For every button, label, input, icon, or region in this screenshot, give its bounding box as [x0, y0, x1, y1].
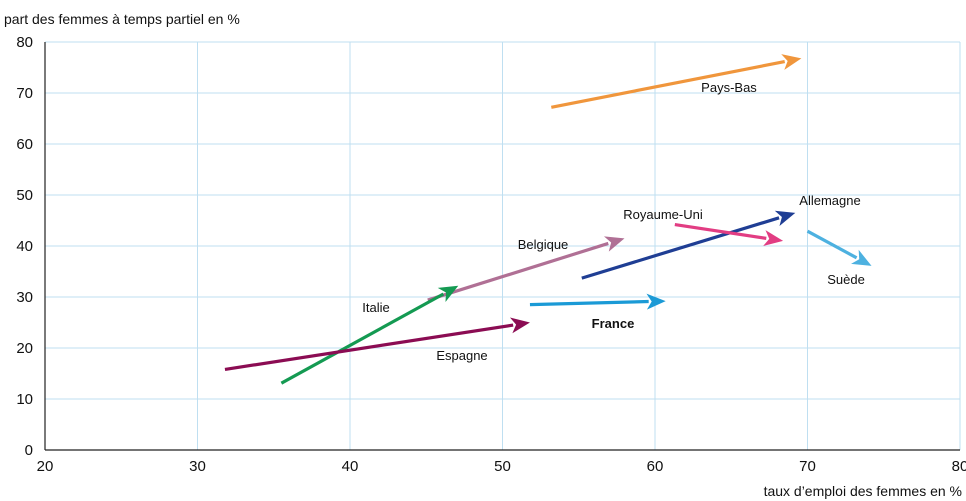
series-label: Espagne	[436, 348, 487, 363]
y-tick-label: 40	[16, 238, 33, 255]
y-tick-label: 30	[16, 289, 33, 306]
arrow-espagne	[224, 317, 530, 372]
arrow-head	[774, 210, 796, 227]
axes	[44, 42, 960, 451]
series-label: Suède	[827, 272, 865, 287]
arrow-france	[529, 293, 666, 310]
arrow-italie	[280, 285, 459, 385]
arrow-head	[509, 317, 530, 334]
arrow-shaft	[806, 229, 858, 260]
arrow-royaume-uni	[674, 222, 784, 246]
series-arrows	[224, 54, 872, 385]
y-tick-label: 20	[16, 340, 33, 357]
y-tick-label: 70	[16, 85, 33, 102]
arrow-shaft	[581, 216, 780, 280]
arrow-shaft	[550, 60, 786, 109]
arrow-shaft	[280, 292, 445, 385]
x-axis-title: taux d’emploi des femmes en %	[764, 483, 962, 499]
arrow-shaft	[427, 241, 609, 302]
y-tick-label: 10	[16, 391, 33, 408]
x-tick-label: 30	[189, 458, 206, 475]
tick-labels: 20 30 40 50 60 70 80 0 10 20 30 40 50 60 70 80	[16, 34, 966, 475]
series-label: Allemagne	[799, 193, 860, 208]
x-tick-label: 70	[799, 458, 816, 475]
arrow-shaft	[674, 222, 767, 240]
y-tick-label: 80	[16, 34, 33, 51]
arrow-head	[603, 236, 625, 252]
arrow-allemagne	[581, 210, 796, 280]
x-tick-label: 60	[647, 458, 664, 475]
arrow-belgique	[427, 236, 625, 302]
arrow-head	[851, 249, 872, 266]
y-axis-title: part des femmes à temps partiel en %	[4, 11, 240, 27]
arrow-pays-bas	[550, 54, 802, 109]
x-tick-label: 40	[342, 458, 359, 475]
arrow-su-de	[806, 229, 872, 266]
arrow-head	[781, 54, 802, 70]
grid	[45, 41, 961, 450]
series-label: France	[592, 316, 635, 331]
arrow-shaft	[529, 299, 649, 307]
x-tick-label: 80	[952, 458, 966, 475]
arrow-head	[763, 230, 784, 246]
series-label: Royaume-Uni	[623, 207, 703, 222]
arrow-head	[646, 293, 666, 310]
arrow-head	[437, 285, 459, 302]
series-labels: Pays-Bas Allemagne Royaume-Uni Belgique Suèd…	[362, 80, 865, 363]
x-tick-label: 50	[494, 458, 511, 475]
series-label: Belgique	[518, 237, 569, 252]
x-tick-label: 20	[37, 458, 54, 475]
arrow-shaft	[224, 323, 514, 372]
y-tick-label: 50	[16, 187, 33, 204]
series-label: Pays-Bas	[701, 80, 757, 95]
y-tick-label: 60	[16, 136, 33, 153]
series-label: Italie	[362, 300, 389, 315]
y-tick-label: 0	[25, 442, 33, 459]
